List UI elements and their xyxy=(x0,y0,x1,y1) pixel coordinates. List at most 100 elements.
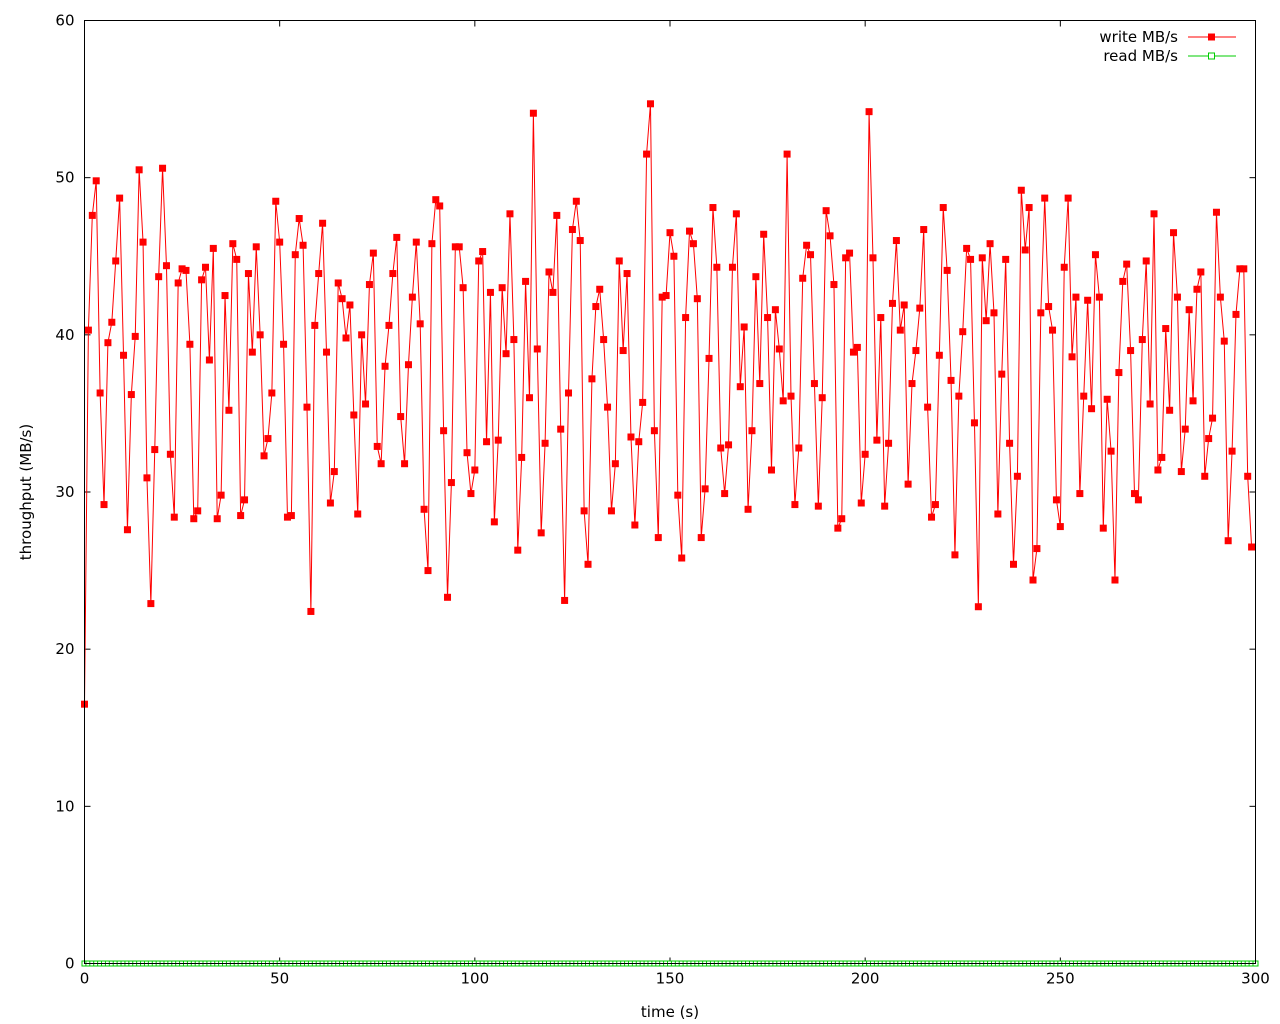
write-data-point xyxy=(248,348,256,356)
write-data-point xyxy=(346,301,354,309)
write-data-point xyxy=(908,380,916,388)
write-data-point xyxy=(791,501,799,509)
write-data-point xyxy=(1037,309,1045,317)
y-tick-label: 10 xyxy=(55,797,74,815)
write-data-point xyxy=(689,240,697,248)
write-data-point xyxy=(1029,576,1037,584)
write-data-point xyxy=(1013,472,1021,480)
write-data-point xyxy=(1076,490,1084,498)
write-data-point xyxy=(869,254,877,262)
write-data-point xyxy=(1115,369,1123,377)
write-data-point xyxy=(924,403,932,411)
write-data-point xyxy=(444,593,452,601)
legend-marker-read xyxy=(1208,52,1215,60)
write-data-point xyxy=(514,546,522,554)
write-data-point xyxy=(545,268,553,276)
write-data-point xyxy=(451,243,459,251)
write-data-point xyxy=(900,301,908,309)
y-tick-label: 50 xyxy=(55,169,74,187)
write-data-point xyxy=(767,466,775,474)
write-data-point xyxy=(1009,560,1017,568)
write-data-point xyxy=(682,314,690,322)
write-data-point xyxy=(803,241,811,249)
write-data-point xyxy=(1197,268,1205,276)
write-data-point xyxy=(810,380,818,388)
write-data-point xyxy=(116,194,124,202)
write-data-point xyxy=(752,273,760,281)
write-data-point xyxy=(299,241,307,249)
write-data-point xyxy=(1201,472,1209,480)
write-data-point xyxy=(1088,405,1096,413)
write-data-point xyxy=(96,389,104,397)
write-data-point xyxy=(1146,400,1154,408)
write-data-point xyxy=(475,257,483,265)
write-data-point xyxy=(354,510,362,518)
write-data-point xyxy=(1224,537,1232,545)
write-data-point xyxy=(646,100,654,108)
write-data-point xyxy=(436,202,444,210)
write-data-point xyxy=(1142,257,1150,265)
write-data-point xyxy=(678,554,686,562)
write-data-point xyxy=(155,273,163,281)
write-data-point xyxy=(483,438,491,446)
write-data-point xyxy=(1228,447,1236,455)
write-data-point xyxy=(92,177,100,185)
write-data-point xyxy=(225,406,233,414)
write-data-point xyxy=(1060,263,1068,271)
write-data-point xyxy=(455,243,463,251)
write-data-point xyxy=(857,499,865,507)
y-axis-label: throughput (MB/s) xyxy=(17,424,35,560)
write-data-point xyxy=(584,560,592,568)
write-data-point xyxy=(549,288,557,296)
x-axis-label: time (s) xyxy=(641,1003,699,1021)
write-data-point xyxy=(159,164,167,172)
x-tick-label: 0 xyxy=(80,970,90,988)
write-data-point xyxy=(1193,285,1201,293)
write-data-point xyxy=(151,446,159,454)
write-data-point xyxy=(779,397,787,405)
write-data-point xyxy=(1103,395,1111,403)
write-data-point xyxy=(84,326,92,334)
write-data-point xyxy=(205,356,213,364)
write-data-point xyxy=(190,515,198,523)
write-data-point xyxy=(389,270,397,278)
write-data-point xyxy=(326,499,334,507)
write-data-point xyxy=(1162,325,1170,333)
write-data-point xyxy=(1189,397,1197,405)
write-data-point xyxy=(1220,337,1228,345)
write-data-point xyxy=(518,453,526,461)
write-data-point xyxy=(807,251,815,259)
write-data-point xyxy=(822,207,830,215)
write-data-point xyxy=(494,436,502,444)
write-data-point xyxy=(670,252,678,260)
write-data-point xyxy=(498,284,506,292)
write-data-point xyxy=(717,444,725,452)
write-data-point xyxy=(756,380,764,388)
write-data-point xyxy=(963,244,971,252)
write-data-point xyxy=(662,292,670,300)
write-data-point xyxy=(358,331,366,339)
write-data-point xyxy=(217,491,225,499)
write-data-point xyxy=(600,336,608,344)
write-data-point xyxy=(580,507,588,515)
write-data-point xyxy=(1127,347,1135,355)
write-data-point xyxy=(1080,392,1088,400)
write-data-point xyxy=(1091,251,1099,259)
write-data-point xyxy=(978,254,986,262)
write-data-point xyxy=(1240,265,1248,273)
write-data-point xyxy=(186,340,194,348)
write-data-point xyxy=(619,347,627,355)
legend: write MB/s read MB/s xyxy=(1099,28,1236,65)
write-data-point xyxy=(588,375,596,383)
write-data-point xyxy=(885,439,893,447)
write-data-point xyxy=(654,534,662,542)
write-data-point xyxy=(1017,186,1025,194)
write-data-point xyxy=(775,345,783,353)
write-data-point xyxy=(701,485,709,493)
write-data-point xyxy=(1212,208,1220,216)
write-data-point xyxy=(252,243,260,251)
write-series-line xyxy=(84,103,1253,705)
write-data-point xyxy=(783,150,791,158)
write-data-point xyxy=(947,376,955,384)
write-data-point xyxy=(404,361,412,369)
